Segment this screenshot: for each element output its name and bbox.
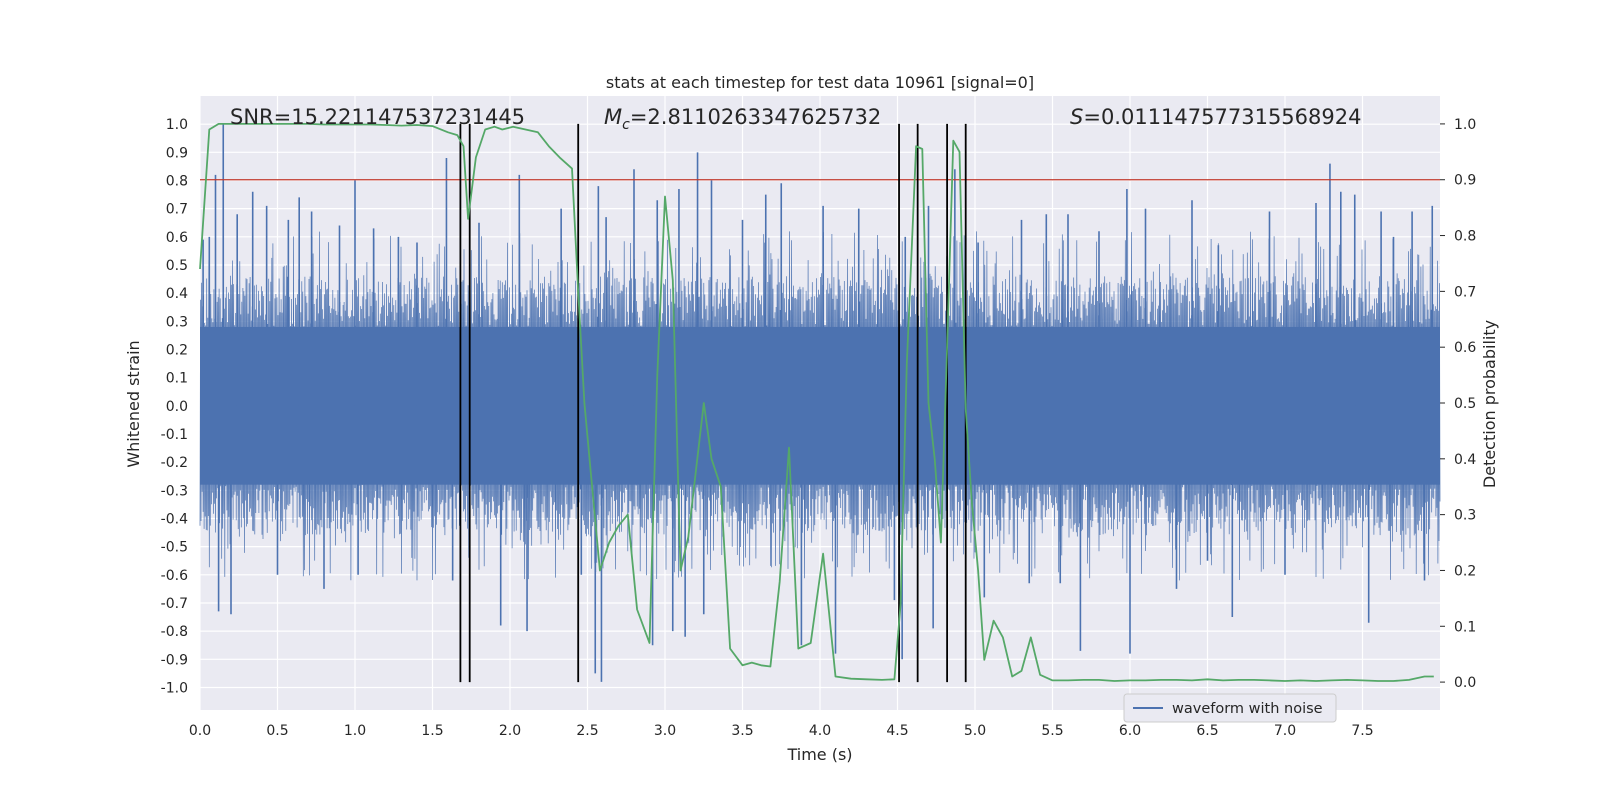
y2-tick-label: 0.1 <box>1454 619 1476 635</box>
y-tick-label: -0.5 <box>161 540 188 556</box>
y2-tick-label: 1.0 <box>1454 117 1476 133</box>
y-tick-label: 0.4 <box>166 286 188 302</box>
legend-box <box>1123 693 1337 723</box>
y-tick-label: -1.0 <box>161 680 188 696</box>
x-tick-label: 5.5 <box>1041 723 1063 739</box>
x-tick-label: 1.0 <box>344 723 366 739</box>
y-tick-label: -0.8 <box>161 624 188 640</box>
x-tick-label: 1.5 <box>421 723 443 739</box>
y2-tick-label: 0.0 <box>1454 675 1476 691</box>
y2-axis-label: Detection probability <box>1480 320 1499 488</box>
y-tick-label: 0.2 <box>166 342 188 358</box>
y-tick-label: -0.6 <box>161 568 188 584</box>
waveform-core-band <box>200 326 1440 485</box>
score-symbol: S <box>1070 105 1083 129</box>
x-tick-label: 6.0 <box>1119 723 1141 739</box>
waveform-series <box>199 124 1441 682</box>
y2-tick-label: 0.3 <box>1454 508 1476 524</box>
legend: waveform with noise <box>1123 693 1337 723</box>
y-tick-label: 0.7 <box>166 202 188 218</box>
x-tick-label: 7.5 <box>1351 723 1373 739</box>
y-tick-label: 0.3 <box>166 314 188 330</box>
y-tick-label: 0.5 <box>166 258 188 274</box>
y2-tick-label: 0.7 <box>1454 284 1476 300</box>
x-tick-label: 6.5 <box>1196 723 1218 739</box>
x-tick-label: 3.5 <box>731 723 753 739</box>
y-tick-label: -0.7 <box>161 596 188 612</box>
chirp-mass-symbol: M <box>604 105 622 129</box>
score-value: =0.011147577315568924 <box>1083 105 1361 129</box>
x-tick-label: 0.0 <box>189 723 211 739</box>
x-tick-label: 3.0 <box>654 723 676 739</box>
x-tick-label: 5.0 <box>964 723 986 739</box>
x-tick-label: 2.0 <box>499 723 521 739</box>
chirp-mass-annotation: Mc=2.8110263347625732 <box>604 105 881 133</box>
x-tick-label: 4.5 <box>886 723 908 739</box>
score-annotation: S=0.011147577315568924 <box>1070 105 1361 129</box>
y-axis-label: Whitened strain <box>124 340 143 467</box>
y-tick-label: -0.3 <box>161 483 188 499</box>
x-axis-label: Time (s) <box>786 745 852 764</box>
x-tick-label: 2.5 <box>576 723 598 739</box>
x-tick-label: 7.0 <box>1274 723 1296 739</box>
x-tick-label: 0.5 <box>266 723 288 739</box>
y-tick-label: -0.4 <box>161 511 188 527</box>
y-tick-label: 0.1 <box>166 371 188 387</box>
chart-title: stats at each timestep for test data 109… <box>606 73 1034 92</box>
y-tick-label: -0.2 <box>161 455 188 471</box>
x-tick-label: 4.0 <box>809 723 831 739</box>
detection-probability-line <box>199 123 1434 682</box>
y-tick-label: 0.0 <box>166 399 188 415</box>
y2-tick-label: 0.4 <box>1454 452 1476 468</box>
tick-labels: 0.0 0.5 1.0 1.5 2.0 2.5 3.0 3.5 4.0 4.5 5.0 5.5 6.0 6… <box>161 117 1477 739</box>
y-tick-label: 0.6 <box>166 230 188 246</box>
y-tick-label: 1.0 <box>166 117 188 133</box>
chirp-mass-value: =2.8110263347625732 <box>630 105 881 129</box>
y2-tick-label: 0.2 <box>1454 563 1476 579</box>
y-tick-label: 0.9 <box>166 145 188 161</box>
y2-tick-label: 0.5 <box>1454 396 1476 412</box>
y-tick-label: -0.9 <box>161 652 188 668</box>
y2-tick-label: 0.9 <box>1454 173 1476 189</box>
y2-tick-label: 0.6 <box>1454 340 1476 356</box>
y2-tick-label: 0.8 <box>1454 229 1476 245</box>
probability-series-layer <box>199 123 1434 682</box>
snr-annotation: SNR=15.221147537231445 <box>230 105 525 129</box>
waveform-noise-line <box>199 231 1441 581</box>
y-tick-label: 0.8 <box>166 173 188 189</box>
legend-label: waveform with noise <box>1172 701 1323 717</box>
y-tick-label: -0.1 <box>161 427 188 443</box>
chirp-mass-subscript: c <box>622 117 630 133</box>
